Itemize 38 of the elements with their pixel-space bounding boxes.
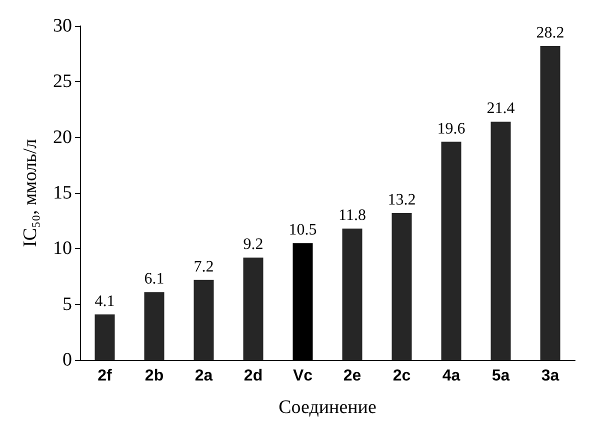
data-label: 10.5: [288, 222, 317, 239]
bar: [540, 46, 560, 360]
bar: [490, 122, 511, 360]
data-label: 28.2: [536, 24, 564, 42]
y-tick-label: 15: [53, 182, 72, 204]
x-tick-label: 2f: [98, 368, 113, 384]
bar: [194, 280, 214, 360]
data-label: 9.2: [243, 236, 264, 254]
x-tick-label: 2e: [343, 368, 362, 384]
y-tick-label: 0: [62, 350, 72, 370]
bar: [342, 228, 362, 360]
data-label: 11.8: [338, 207, 366, 224]
bar: [94, 314, 115, 360]
x-tick-label: 3a: [541, 368, 560, 384]
data-label: 19.6: [437, 120, 466, 138]
x-axis-title: Соединение: [278, 397, 376, 418]
data-label: 6.1: [144, 270, 164, 288]
y-tick-label: 25: [53, 71, 72, 92]
data-label: 7.2: [194, 258, 214, 276]
data-label: 4.1: [94, 292, 115, 310]
y-tick-label: 20: [53, 126, 72, 148]
x-tick-label: 2c: [392, 368, 411, 384]
x-tick-label: 2d: [244, 368, 263, 384]
bar: [441, 142, 462, 360]
y-tick-label: 30: [53, 16, 72, 36]
x-tick-label: 5a: [492, 368, 510, 384]
y-tick-label: 10: [53, 238, 72, 260]
data-label: 21.4: [486, 100, 515, 118]
y-axis-title: IC₅₀, ммоль/л: [20, 138, 41, 247]
x-tick-label: 2b: [144, 368, 164, 384]
x-tick-label: 2a: [194, 368, 213, 384]
x-tick-label: 4a: [442, 368, 460, 384]
bar: [144, 292, 164, 360]
x-tick-label: Vc: [292, 368, 313, 384]
bar: [392, 213, 412, 360]
y-tick-label: 5: [62, 294, 72, 315]
data-label: 13.2: [388, 192, 416, 209]
bar: [243, 258, 264, 360]
